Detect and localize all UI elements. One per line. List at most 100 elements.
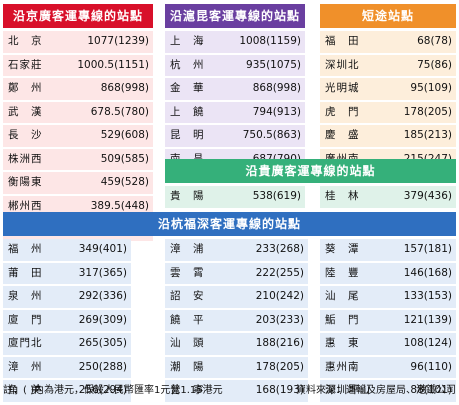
guiguang-title: 沿貴廣客運專線的站點 [165, 159, 456, 183]
station-name: 詔 安 [170, 290, 205, 302]
fare-value: 529(608) [100, 129, 149, 141]
guiguang-section: 沿貴廣客運專線的站點 貴 陽 538(619) 桂 林 379(436) [165, 159, 456, 208]
fare-value: 68(78) [417, 35, 452, 47]
fare-value: 1000.5(1151) [77, 58, 149, 71]
fare-value: 233(268) [255, 243, 304, 255]
fare-value: 168(193) [255, 384, 304, 396]
fare-value: 678.5(780) [90, 105, 149, 118]
fare-value: 868(998) [252, 82, 301, 94]
short-title: 短途站點 [320, 4, 456, 28]
station-row: 陸 豐 146(168) [320, 262, 456, 284]
fare-value: 133(153) [403, 290, 452, 302]
fare-value: 256(294) [78, 384, 127, 396]
station-row: 鮜 門 121(139) [320, 309, 456, 331]
station-name: 汕 尾 [325, 290, 360, 302]
station-name: 上 海 [170, 35, 205, 47]
fare-value: 538(619) [252, 190, 301, 202]
station-row: 郴州西 389.5(448) [3, 195, 153, 217]
station-row: 福 州 349(401) [3, 239, 131, 261]
station-row: 普 寧 168(193) [165, 380, 308, 402]
station-name: 廈 門 [8, 313, 43, 326]
fare-value: 185(213) [403, 129, 452, 141]
station-row: 潮 陽 178(205) [165, 356, 308, 378]
hangfushen-section: 沿杭福深客運專線的站點 福 州 349(401) 莆 田 317(365) 泉 州 292… [3, 212, 456, 404]
guiguang-rows: 貴 陽 538(619) 桂 林 379(436) [165, 186, 456, 208]
fare-value: 108(124) [403, 337, 452, 349]
fare-value: 95(109) [410, 82, 452, 94]
station-name: 福 田 [325, 35, 360, 47]
station-row: 汕 頭 188(216) [165, 333, 308, 355]
fare-value: 317(365) [78, 266, 127, 279]
station-name: 貴 陽 [170, 190, 205, 202]
station-row: 泉 州 292(336) [3, 286, 131, 308]
station-name: 陸 豐 [325, 266, 360, 279]
station-name: 廈門北 [8, 337, 43, 349]
station-name: 饒 平 [170, 313, 205, 326]
station-name: 衡陽東 [8, 176, 43, 188]
fare-value: 292(336) [78, 290, 127, 302]
station-name: 上 饒 [170, 105, 205, 118]
station-name: 光明城 [325, 82, 360, 94]
fare-value: 379(436) [403, 190, 452, 202]
station-name: 北 京 [8, 35, 43, 47]
hangfushen-title: 沿杭福深客運專線的站點 [3, 212, 456, 236]
fare-value: 794(913) [252, 105, 301, 118]
station-name: 昆 明 [170, 129, 205, 141]
guangzhou-title: 沿京廣客運專線的站點 [3, 4, 153, 28]
station-row: 桂 林 379(436) [320, 186, 456, 208]
fare-value: 188(216) [255, 337, 304, 349]
station-name: 杭 州 [170, 58, 205, 71]
hangfushen-column: 漳 浦 233(268) 雲 霄 222(255) 詔 安 210(242) 饒 平 203(… [165, 239, 308, 402]
fare-value: 389.5(448) [90, 199, 149, 212]
station-row: 惠 東 108(124) [320, 333, 456, 355]
station-row: 葵 潭 157(181) [320, 239, 456, 261]
station-name: 桂 林 [325, 190, 360, 202]
station-name: 泉 州 [8, 290, 43, 302]
fare-value: 75(86) [417, 58, 452, 71]
station-name: 深圳坪山 [325, 384, 371, 396]
station-name: 慶 盛 [325, 129, 360, 141]
station-row: 惠州南 96(110) [320, 356, 456, 378]
station-row: 福 田 68(78) [320, 31, 456, 53]
fare-value: 210(242) [255, 290, 304, 302]
hangfushen-column: 福 州 349(401) 莆 田 317(365) 泉 州 292(336) 廈 門 269(… [3, 239, 131, 402]
short-rows: 福 田 68(78) 深圳北 75(86) 光明城 95(109) 虎 門 178(205) 慶… [320, 31, 456, 170]
station-row: 上 饒 794(913) [165, 101, 305, 123]
station-name: 虎 門 [325, 105, 360, 118]
fare-value: 1008(1159) [239, 35, 301, 47]
station-row: 長 沙 529(608) [3, 125, 153, 147]
station-name: 株洲西 [8, 152, 43, 165]
short-section: 短途站點 福 田 68(78) 深圳北 75(86) 光明城 95(109) 虎 門 178(… [320, 4, 456, 170]
station-row: 上 海 1008(1159) [165, 31, 305, 53]
station-name: 深圳北 [325, 58, 360, 71]
station-row: 光明城 95(109) [320, 78, 456, 100]
fare-value: 868(998) [100, 82, 149, 94]
station-row: 廈 門 269(309) [3, 309, 131, 331]
footnote: 註：( )內為港元，假設人民幣匯率1元兌1.15港元 [3, 385, 223, 396]
station-row: 金 華 868(998) [165, 78, 305, 100]
station-row: 貴 陽 538(619) [165, 186, 305, 208]
hangfushen-grid: 福 州 349(401) 莆 田 317(365) 泉 州 292(336) 廈 門 269(… [3, 239, 456, 404]
station-row: 角 美 256(294) [3, 380, 131, 402]
guangzhou-rows: 北 京 1077(1239) 石家莊 1000.5(1151) 鄭 州 868(998) 武… [3, 31, 153, 241]
fare-value: 121(139) [403, 313, 452, 326]
station-row: 饒 平 203(233) [165, 309, 308, 331]
station-row: 鄭 州 868(998) [3, 78, 153, 100]
kunming-title: 沿滬昆客運專線的站點 [165, 4, 305, 28]
fare-value: 269(309) [78, 313, 127, 326]
station-row: 雲 霄 222(255) [165, 262, 308, 284]
fare-value: 935(1075) [246, 58, 301, 71]
station-row: 深圳坪山 88(101) [320, 380, 456, 402]
fare-value: 157(181) [403, 243, 452, 255]
station-row: 漳 浦 233(268) [165, 239, 308, 261]
station-name: 莆 田 [8, 266, 43, 279]
fare-value: 178(205) [255, 360, 304, 373]
station-name: 鮜 門 [325, 313, 360, 326]
guangzhou-section: 沿京廣客運專線的站點 北 京 1077(1239) 石家莊 1000.5(1151) 鄭… [3, 4, 153, 241]
fare-value: 96(110) [410, 360, 452, 373]
station-row: 株洲西 509(585) [3, 148, 153, 170]
station-name: 長 沙 [8, 129, 43, 141]
station-name: 金 華 [170, 82, 205, 94]
kunming-section: 沿滬昆客運專線的站點 上 海 1008(1159) 杭 州 935(1075) 金 華 8… [165, 4, 305, 170]
fare-value: 349(401) [78, 243, 127, 255]
